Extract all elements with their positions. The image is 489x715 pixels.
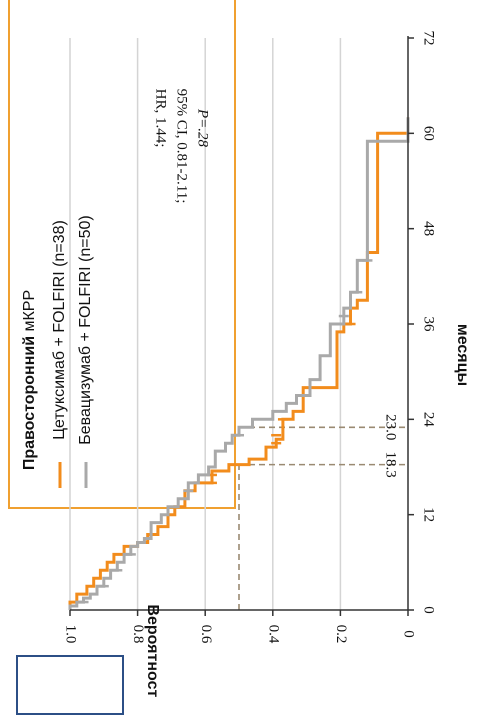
time-tick-label-5: 60 bbox=[421, 126, 437, 141]
survival-curves bbox=[68, 117, 410, 610]
time-tick-label-4: 48 bbox=[421, 221, 437, 236]
probability-tick-label-1: 0.2 bbox=[333, 625, 349, 644]
axes bbox=[69, 36, 414, 616]
stats-ci: 95% CI, 0.81-2.11; bbox=[174, 89, 190, 204]
probability-tick-label-3: 0.6 bbox=[198, 625, 214, 644]
series-line-1 bbox=[68, 117, 410, 610]
median-lines bbox=[238, 426, 408, 610]
time-tick-label-1: 12 bbox=[421, 507, 437, 522]
median-label-1: 23.0 bbox=[383, 414, 399, 440]
stats-p: P=.28 bbox=[195, 108, 211, 148]
probability-tick-label-5: 1.0 bbox=[63, 625, 79, 644]
probability-tick-label-4: 0.8 bbox=[130, 625, 146, 644]
time-tick-label-0: 0 bbox=[421, 606, 437, 614]
time-tick-label-3: 36 bbox=[421, 317, 437, 333]
legend-title-bold: Правосторонний bbox=[21, 336, 38, 470]
time-tick-label-6: 72 bbox=[421, 31, 437, 46]
chart-labels: 0 12 24 36 48 60 72 0 0.2 0.4 0.6 0.8 1.0 месяцы Вероя… bbox=[21, 31, 471, 698]
x-axis-title: месяцы bbox=[454, 324, 471, 386]
legend-label-0: Цетуксимаб + FOLFIRI (n=38) bbox=[51, 220, 68, 440]
median-label-0: 18.3 bbox=[383, 451, 399, 477]
legend-title-rest: мКРР bbox=[21, 290, 38, 336]
legend-title: Правосторонний мКРР bbox=[21, 290, 38, 470]
probability-tick-label-2: 0.4 bbox=[265, 625, 281, 644]
legend-box bbox=[8, 0, 236, 509]
stats-hr: HR, 1.44; bbox=[153, 89, 169, 148]
y-axis-title: Вероятность ОВ bbox=[144, 604, 161, 697]
legend-label-1: Бевацизумаб + FOLFIRI (n=50) bbox=[77, 215, 94, 444]
kaplan-meier-chart: 0 12 24 36 48 60 72 0 0.2 0.4 0.6 0.8 1.0 месяцы Вероя… bbox=[21, 31, 471, 698]
probability-tick-label-0: 0 bbox=[401, 630, 417, 638]
time-tick-label-2: 24 bbox=[421, 412, 437, 428]
